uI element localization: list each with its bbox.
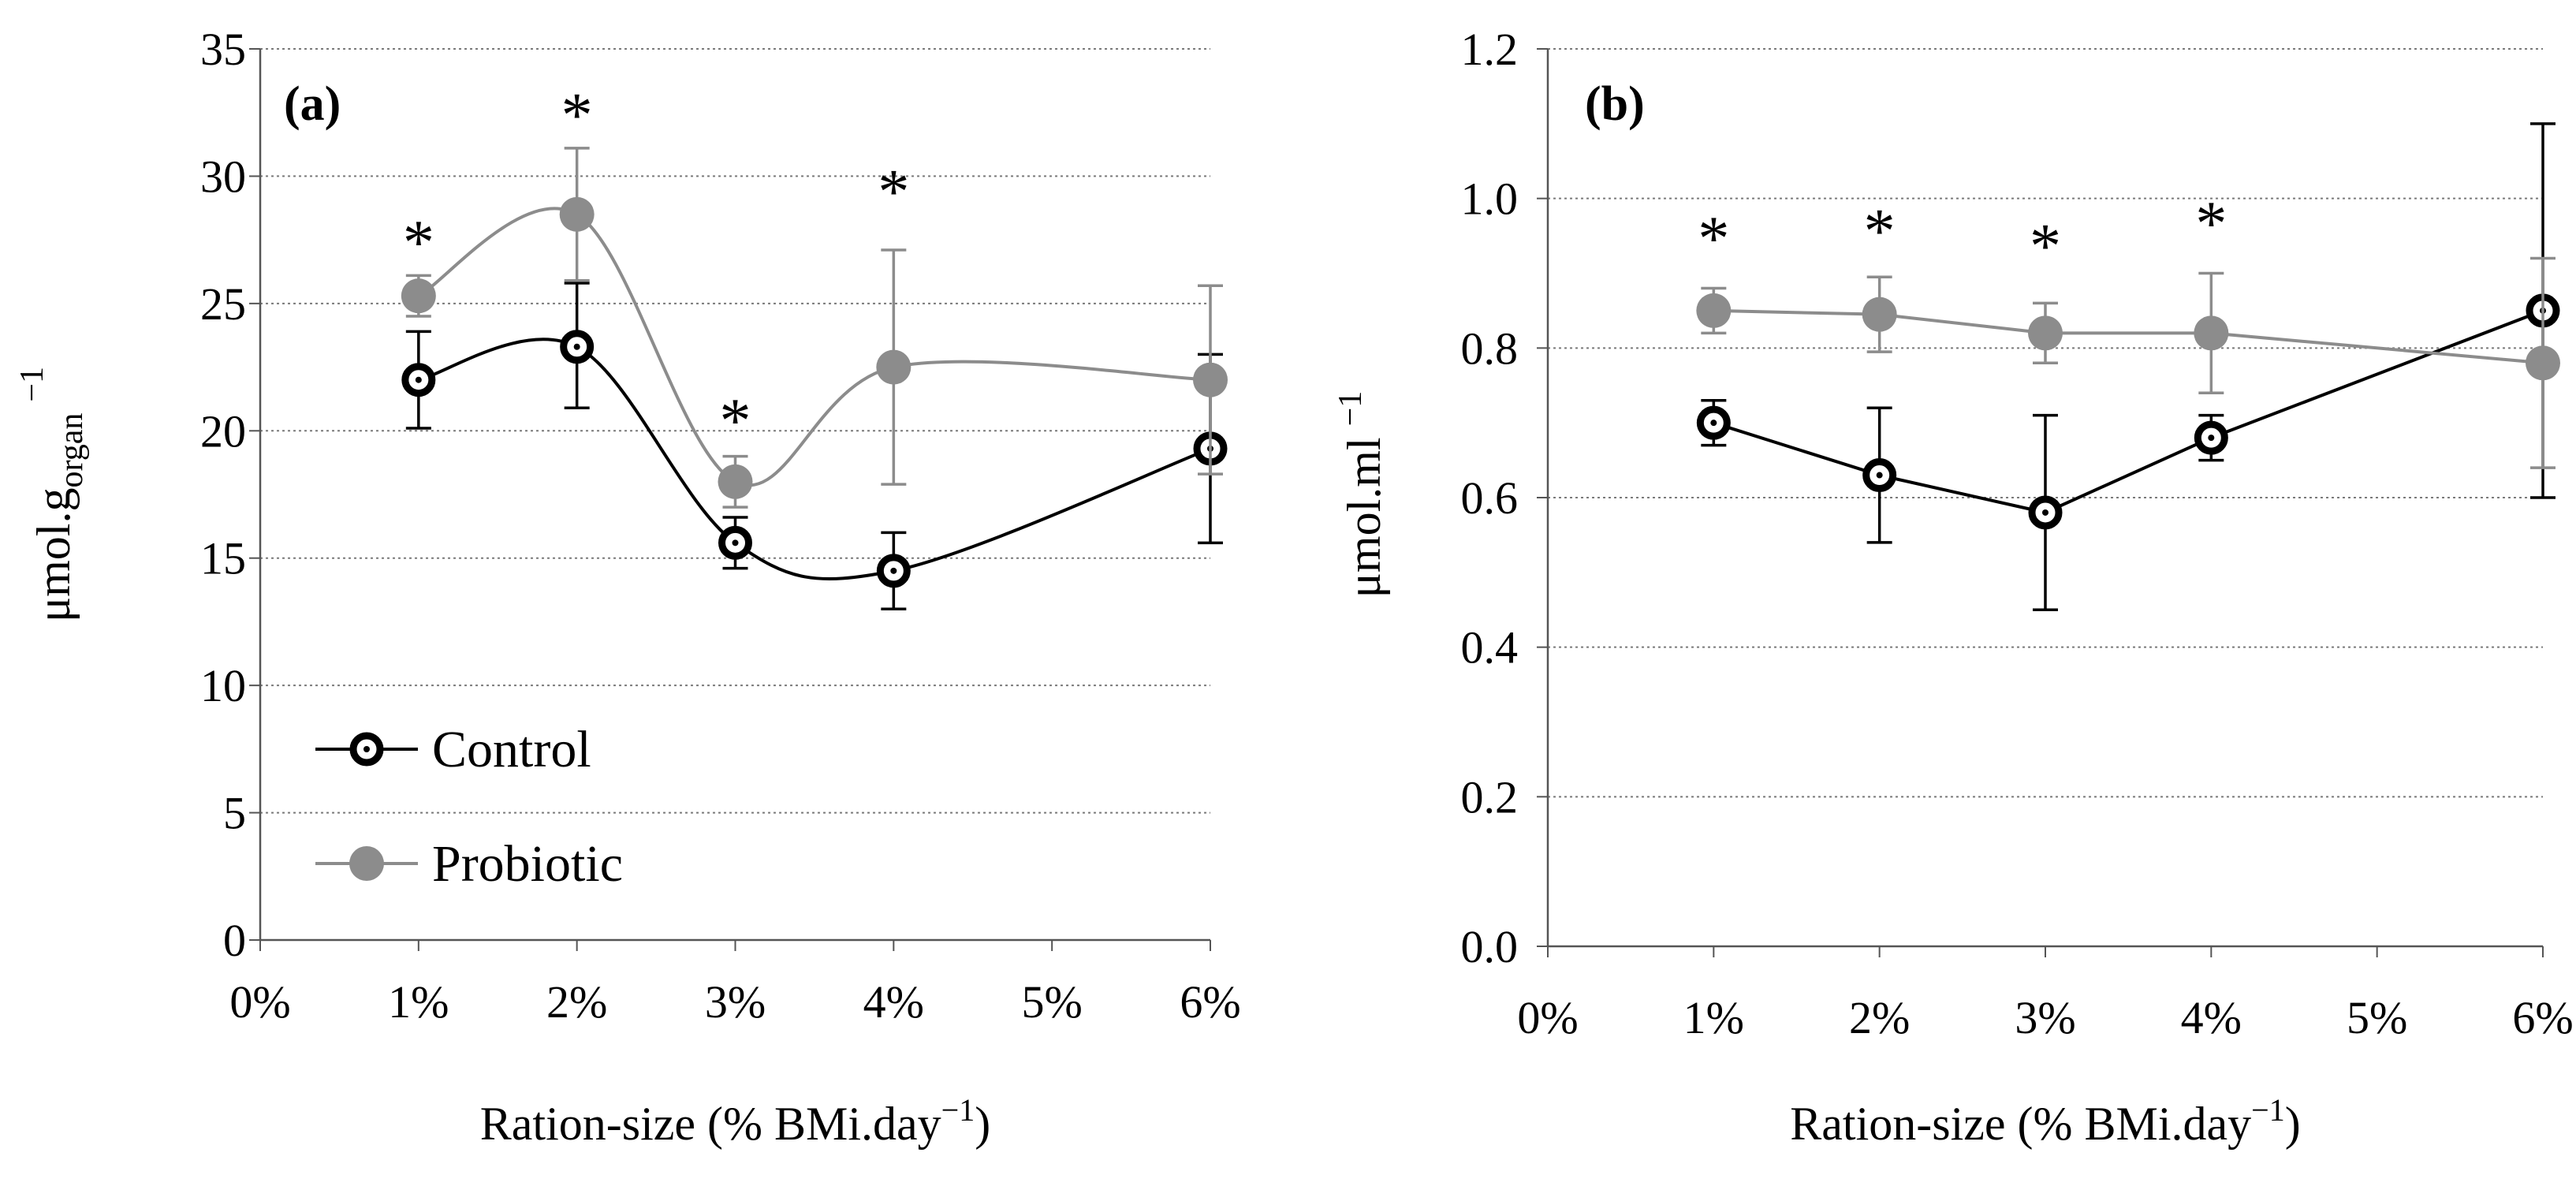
data-point-probiotic-b (1862, 297, 1897, 332)
data-point-probiotic-b (1696, 293, 1732, 328)
marker-dot (890, 567, 897, 574)
y-tick-label-a: 0 (223, 915, 246, 966)
panel-label-b: (b) (1585, 77, 1645, 131)
y-tick-label-b: 0.0 (1461, 921, 1519, 972)
y-tick-label-a: 10 (200, 660, 246, 711)
x-tick-label-a: 2% (546, 976, 607, 1028)
y-tick-label-b: 0.8 (1461, 323, 1519, 374)
legend-label: Probiotic (432, 835, 623, 893)
data-point-probiotic-b (2194, 315, 2229, 351)
y-axis-title-a: μmol.gorgan−1 (14, 367, 90, 622)
data-point-probiotic-a (876, 349, 911, 385)
panel-label-a: (a) (284, 77, 341, 131)
data-point-control-b (1862, 458, 1897, 493)
marker-dot (2042, 509, 2048, 516)
significance-star-b: * (2195, 189, 2227, 259)
y-tick-label-b: 1.0 (1461, 173, 1519, 225)
data-point-control-a (718, 525, 752, 560)
y-tick-label-a: 30 (200, 151, 246, 202)
x-tick-label-a: 4% (863, 976, 924, 1028)
data-point-control-a (876, 554, 911, 588)
data-point-probiotic-a (718, 464, 753, 499)
x-tick-label-b: 0% (1517, 992, 1578, 1043)
data-point-probiotic-b (2028, 315, 2063, 351)
series-line-control-b (1713, 309, 2544, 515)
data-point-control-b (2194, 420, 2228, 455)
marker-dot (415, 376, 422, 383)
y-axis-title-b: μmol.ml−1 (1333, 391, 1390, 599)
significance-star-a: * (878, 158, 909, 227)
x-tick-label-b: 4% (2181, 992, 2242, 1043)
x-tick-label-b: 5% (2347, 992, 2407, 1043)
data-point-probiotic-b (2526, 345, 2560, 381)
data-point-control-a (401, 363, 436, 397)
marker-dot (1876, 472, 1883, 479)
marker-dot (732, 539, 739, 547)
significance-star-a: * (403, 208, 434, 278)
x-axis-title-b: Ration-size (% BMi.day−1) (1790, 1092, 2300, 1150)
marker-dot (1710, 420, 1717, 427)
x-axis-title-a: Ration-size (% BMi.day−1) (480, 1092, 990, 1150)
legend-item-probiotic: Probiotic (315, 835, 623, 893)
x-tick-label-a: 5% (1022, 976, 1083, 1028)
significance-star-b: * (2030, 212, 2061, 282)
series-line-control-a (418, 338, 1211, 581)
data-point-probiotic-a (401, 278, 436, 314)
data-point-control-a (560, 330, 595, 364)
x-tick-label-b: 1% (1683, 992, 1744, 1043)
significance-star-b: * (1698, 204, 1729, 274)
x-tick-label-b: 6% (2512, 992, 2573, 1043)
y-tick-label-b: 1.2 (1461, 24, 1519, 75)
significance-star-a: * (561, 81, 593, 151)
y-tick-label-a: 15 (200, 533, 246, 584)
y-tick-label-b: 0.2 (1461, 771, 1519, 823)
chart-panel-b: 0.0 0.2 0.4 0.6 0.8 1.0 1.2 0% 1% 2% 3% 4% 5% 6% Ratio… (1333, 24, 2574, 1150)
y-tick-label-a: 20 (200, 405, 246, 457)
y-tick-label-b: 0.4 (1461, 622, 1519, 673)
data-point-probiotic-a (559, 196, 595, 232)
x-tick-label-a: 6% (1180, 976, 1240, 1028)
legend-item-control: Control (315, 721, 591, 778)
x-tick-label-a: 1% (388, 976, 449, 1028)
y-tick-label-a: 25 (200, 278, 246, 330)
data-point-control-b (2028, 495, 2063, 530)
legend-marker (349, 846, 384, 881)
legend-label: Control (432, 721, 591, 778)
y-tick-label-a: 5 (223, 788, 246, 839)
significance-star-a: * (720, 386, 751, 456)
series-line-probiotic-b (1713, 308, 2544, 365)
marker-dot (2208, 435, 2215, 442)
x-tick-label-a: 0% (229, 976, 290, 1028)
marker-dot (573, 343, 580, 350)
legend-marker-dot (363, 746, 370, 752)
chart-panel-a: 0 5 10 15 20 25 30 35 0% 1% 2% 3% 4% 5% 6% Ration-size … (14, 24, 1241, 1150)
y-tick-label-a: 35 (200, 24, 246, 75)
x-tick-label-b: 3% (2015, 992, 2075, 1043)
data-point-control-b (1696, 405, 1731, 440)
series-line-probiotic-a (417, 207, 1211, 487)
x-tick-label-a: 3% (705, 976, 766, 1028)
y-tick-label-b: 0.6 (1461, 472, 1519, 524)
significance-star-b: * (1864, 197, 1896, 267)
x-tick-label-b: 2% (1849, 992, 1910, 1043)
data-point-probiotic-a (1193, 362, 1228, 397)
